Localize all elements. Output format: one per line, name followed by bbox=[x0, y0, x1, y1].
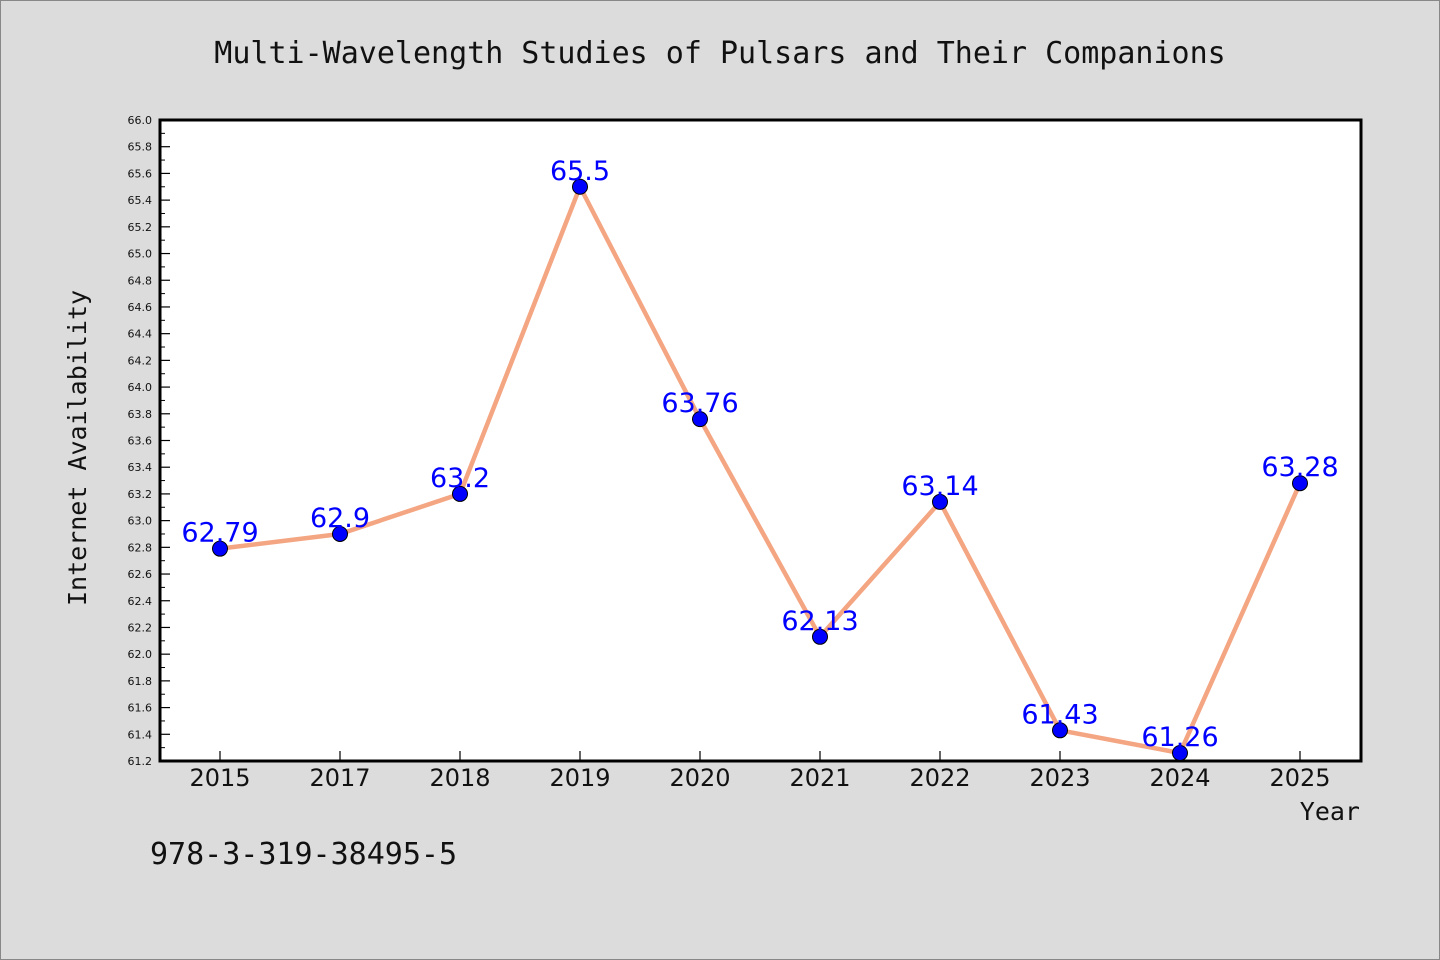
data-label: 62.9 bbox=[310, 503, 370, 534]
data-label: 61.43 bbox=[1021, 699, 1098, 730]
data-point bbox=[1292, 475, 1308, 492]
isbn-text: 978-3-319-38495-5 bbox=[150, 837, 457, 872]
y-tick-label: 61.6 bbox=[128, 702, 153, 715]
y-axis: 61.2 61.4 61.6 61.8 62.0 62.2 62.4 62.6 62.8 63.0… bbox=[128, 114, 170, 768]
x-tick-label: 2018 bbox=[429, 764, 490, 792]
y-tick-label: 64.2 bbox=[128, 354, 153, 367]
y-axis-label: Internet Availability bbox=[63, 290, 92, 606]
y-tick-label: 64.6 bbox=[128, 301, 153, 314]
chart-title: Multi-Wavelength Studies of Pulsars and … bbox=[214, 36, 1225, 71]
y-tick-label: 62.4 bbox=[128, 595, 153, 608]
x-tick-label: 2021 bbox=[789, 764, 850, 792]
y-tick-label: 65.4 bbox=[128, 194, 153, 207]
data-label: 62.13 bbox=[781, 606, 858, 637]
y-tick-label: 64.4 bbox=[128, 328, 153, 341]
data-point bbox=[212, 540, 228, 557]
x-tick-label: 2023 bbox=[1029, 764, 1090, 792]
data-point bbox=[812, 628, 828, 645]
data-point bbox=[332, 525, 348, 542]
data-label: 63.76 bbox=[661, 388, 738, 419]
data-label: 62.79 bbox=[181, 518, 258, 549]
y-tick-label: 63.0 bbox=[128, 515, 153, 528]
y-tick-label: 62.8 bbox=[128, 541, 153, 554]
data-point bbox=[572, 178, 588, 195]
data-label: 63.28 bbox=[1261, 452, 1338, 483]
data-label: 61.26 bbox=[1141, 722, 1218, 753]
x-tick-label: 2025 bbox=[1269, 764, 1330, 792]
y-tick-label: 63.2 bbox=[128, 488, 153, 501]
y-tick-label: 62.2 bbox=[128, 621, 153, 634]
y-tick-label: 61.2 bbox=[128, 755, 153, 768]
y-tick-label: 65.6 bbox=[128, 167, 153, 180]
data-label: 63.14 bbox=[901, 471, 978, 502]
series-line bbox=[217, 184, 1303, 756]
data-labels: 62.79 62.9 63.2 65.5 63.76 62.13 63.14 61.43 61.… bbox=[181, 156, 1338, 753]
y-tick-label: 63.8 bbox=[128, 408, 153, 421]
data-point bbox=[932, 493, 948, 510]
x-tick-label: 2022 bbox=[909, 764, 970, 792]
y-tick-label: 61.4 bbox=[128, 728, 153, 741]
x-tick-label: 2024 bbox=[1149, 764, 1210, 792]
x-axis-label: Year bbox=[1300, 797, 1360, 826]
plot-area bbox=[158, 118, 1363, 763]
y-tick-label: 62.0 bbox=[128, 648, 153, 661]
y-tick-label: 64.8 bbox=[128, 274, 153, 287]
x-tick-label: 2019 bbox=[549, 764, 610, 792]
x-axis: 2015 2017 2018 2019 2020 2021 2022 2023 2024 2025 bbox=[189, 751, 1331, 792]
data-label: 63.2 bbox=[430, 463, 490, 494]
data-label: 65.5 bbox=[550, 156, 610, 187]
x-tick-label: 2015 bbox=[189, 764, 250, 792]
y-tick-label: 65.2 bbox=[128, 221, 153, 234]
data-point bbox=[452, 485, 468, 502]
y-tick-label: 65.8 bbox=[128, 141, 153, 154]
x-tick-label: 2017 bbox=[309, 764, 370, 792]
x-tick-label: 2020 bbox=[669, 764, 730, 792]
y-tick-label: 61.8 bbox=[128, 675, 153, 688]
data-point bbox=[692, 411, 708, 428]
y-tick-label: 63.6 bbox=[128, 435, 153, 448]
y-tick-label: 64.0 bbox=[128, 381, 153, 394]
data-markers bbox=[212, 178, 1308, 761]
y-tick-label: 62.6 bbox=[128, 568, 153, 581]
y-tick-label: 65.0 bbox=[128, 248, 153, 261]
y-tick-label: 63.4 bbox=[128, 461, 153, 474]
data-point bbox=[1172, 744, 1188, 761]
data-point bbox=[1052, 722, 1068, 739]
y-tick-label: 66.0 bbox=[128, 114, 153, 127]
